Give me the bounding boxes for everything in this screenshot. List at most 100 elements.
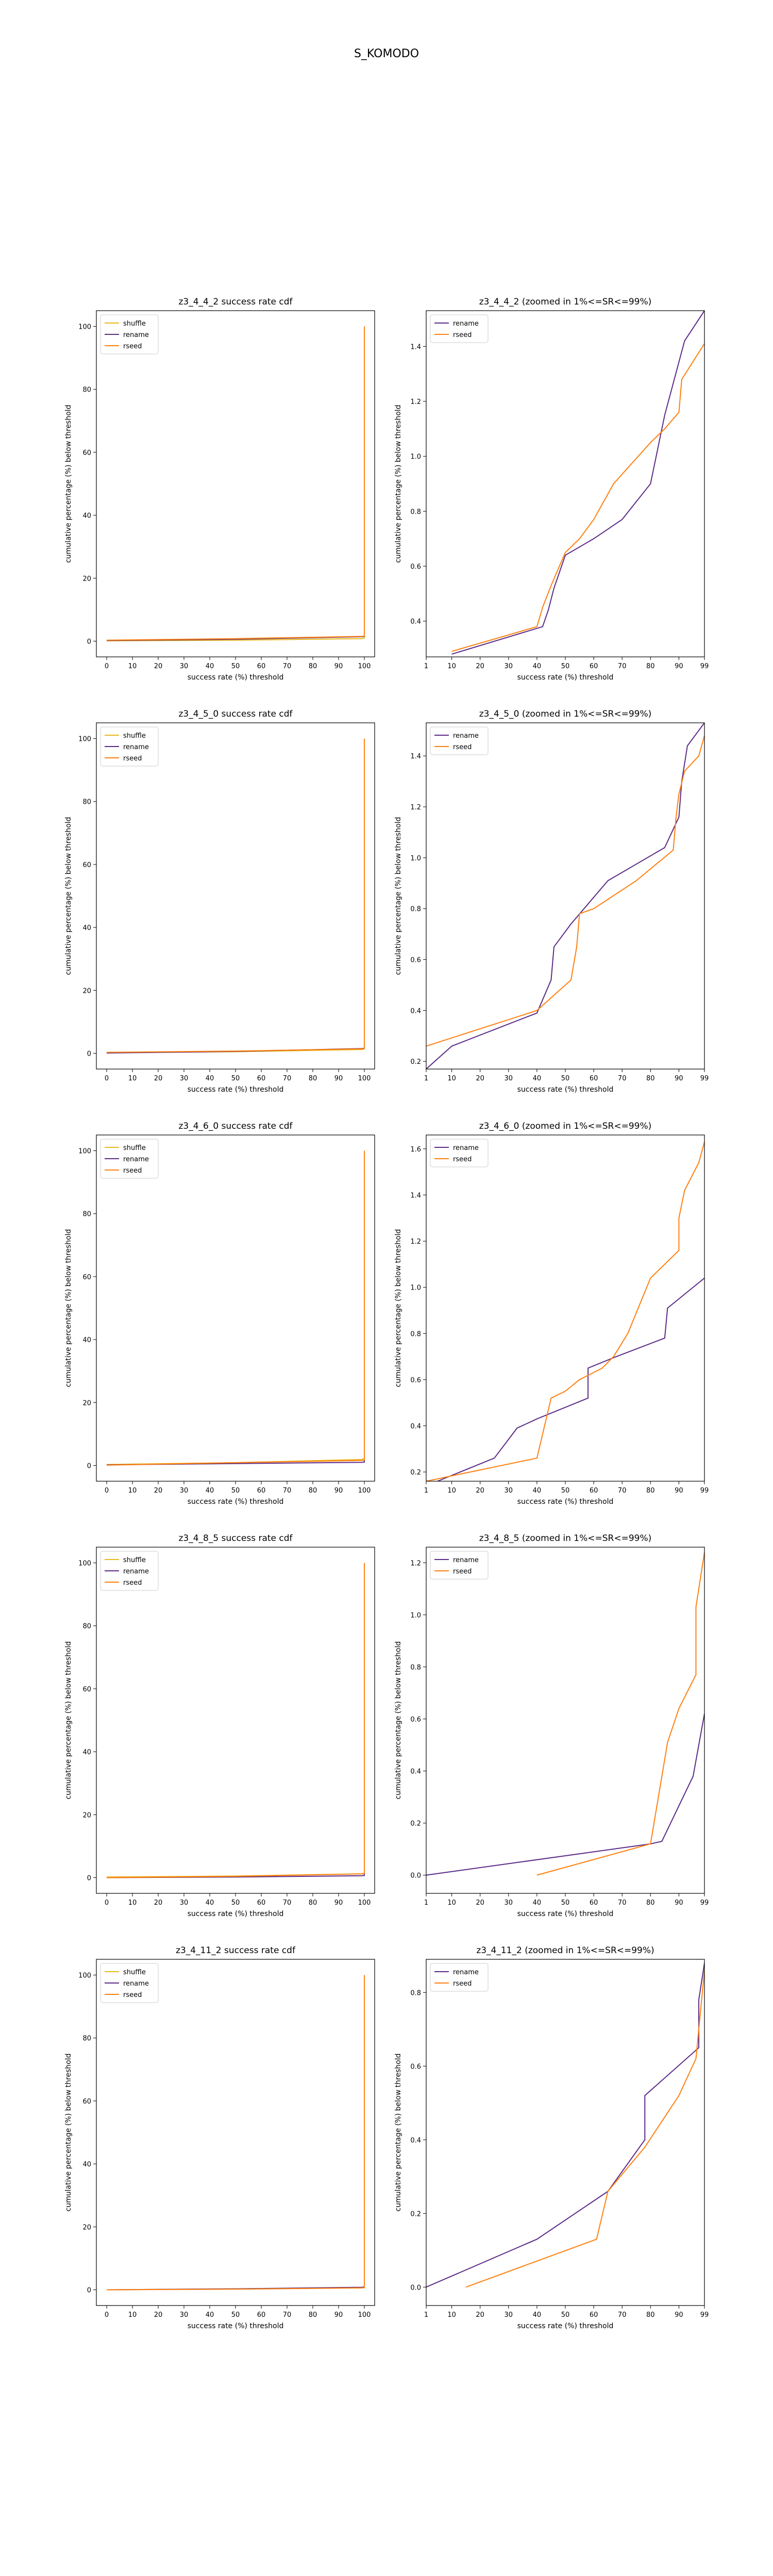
y-tick-label: 0.6 <box>410 2063 421 2071</box>
y-tick-label: 60 <box>82 1274 91 1281</box>
x-tick-label: 80 <box>646 1075 655 1082</box>
chart-title: z3_4_8_5 (zoomed in 1%<=SR<=99%) <box>479 1533 652 1544</box>
y-axis-label: cumulative percentage (%) below threshol… <box>394 2054 402 2212</box>
plot-frame <box>426 1547 705 1894</box>
x-tick-label: 70 <box>618 1075 627 1082</box>
chart-title: z3_4_5_0 success rate cdf <box>178 709 293 719</box>
x-tick-label: 80 <box>309 1899 317 1907</box>
x-axis-label: success rate (%) threshold <box>517 1910 614 1918</box>
x-tick-label: 60 <box>257 1899 266 1907</box>
y-tick-label: 0.8 <box>410 1989 421 1997</box>
series-line-rename <box>106 1563 365 1878</box>
plot-frame <box>96 1547 375 1894</box>
y-axis-label: cumulative percentage (%) below threshol… <box>394 1229 402 1387</box>
x-tick-label: 40 <box>206 1487 214 1495</box>
y-tick-label: 1.2 <box>410 1560 421 1567</box>
legend-label-rseed: rseed <box>453 1156 472 1163</box>
y-tick-label: 60 <box>82 861 91 869</box>
y-tick-label: 1.6 <box>410 1146 421 1154</box>
x-tick-label: 60 <box>257 1487 266 1495</box>
series-line-shuffle <box>106 738 365 1054</box>
x-tick-label: 50 <box>561 1075 570 1082</box>
x-tick-label: 90 <box>334 2311 343 2319</box>
y-tick-label: 80 <box>82 386 91 394</box>
x-tick-label: 0 <box>105 663 109 670</box>
plot-frame <box>426 310 705 657</box>
x-tick-label: 50 <box>231 2311 240 2319</box>
series-group <box>106 738 365 1054</box>
plot-frame <box>96 310 375 657</box>
y-tick-label: 0.2 <box>410 2210 421 2218</box>
x-tick-label: 10 <box>447 1899 456 1907</box>
x-tick-label: 20 <box>154 663 163 670</box>
x-tick-label: 10 <box>128 1899 137 1907</box>
x-tick-label: 40 <box>206 2311 214 2319</box>
plot-frame <box>426 1959 705 2306</box>
y-tick-label: 1.0 <box>410 453 421 461</box>
y-axis-label: cumulative percentage (%) below threshol… <box>394 817 402 975</box>
series-line-rename <box>106 1975 365 2291</box>
legend-box <box>100 314 159 354</box>
legend-label-rename: rename <box>453 320 479 328</box>
series-group <box>106 1975 365 2291</box>
y-axis-label: cumulative percentage (%) below threshol… <box>64 2054 73 2212</box>
x-tick-label: 10 <box>128 2311 137 2319</box>
series-group <box>106 326 365 641</box>
legend-label-rseed: rseed <box>123 1167 142 1175</box>
chart-title: z3_4_4_2 success rate cdf <box>178 297 293 307</box>
legend-label-rename: rename <box>453 1144 479 1152</box>
x-tick-label: 30 <box>180 1075 189 1082</box>
x-tick-label: 30 <box>180 1899 189 1907</box>
chart-panel-9: z3_4_11_2 success rate cdf 0 10 20 30 40 50 60 7… <box>64 1945 375 2330</box>
x-tick-label: 60 <box>590 1487 598 1495</box>
x-tick-label: 60 <box>590 2311 598 2319</box>
x-axis-label: success rate (%) threshold <box>188 1910 284 1918</box>
series-line-rename <box>426 1962 704 2288</box>
x-tick-label: 80 <box>309 1075 317 1082</box>
series-line-rename <box>426 723 704 1069</box>
y-tick-label: 20 <box>82 987 91 995</box>
x-tick-label: 10 <box>128 1075 137 1082</box>
x-tick-label: 50 <box>231 1075 240 1082</box>
x-tick-label: 30 <box>180 663 189 670</box>
x-tick-label: 100 <box>358 2311 371 2319</box>
chart-panel-10: z3_4_11_2 (zoomed in 1%<=SR<=99%) 1 10 20 30… <box>394 1945 709 2330</box>
x-tick-label: 100 <box>358 1075 371 1082</box>
x-tick-label: 20 <box>476 1899 484 1907</box>
x-tick-label: 80 <box>309 2311 317 2319</box>
x-tick-label: 100 <box>358 1487 371 1495</box>
x-tick-label: 70 <box>618 1487 627 1495</box>
y-tick-label: 0.4 <box>410 618 421 626</box>
x-tick-label: 30 <box>180 1487 189 1495</box>
plot-frame <box>96 1959 375 2306</box>
chart-title: z3_4_11_2 success rate cdf <box>176 1945 296 1956</box>
x-tick-label: 0 <box>105 1899 109 1907</box>
series-line-rseed <box>465 1970 704 2288</box>
x-axis-label: success rate (%) threshold <box>188 1498 284 1506</box>
x-tick-label: 20 <box>154 1487 163 1495</box>
x-tick-label: 1 <box>424 1899 428 1907</box>
chart-panel-1: z3_4_4_2 success rate cdf 0 10 20 30 40 50 60 70… <box>64 297 375 682</box>
x-tick-label: 99 <box>700 1075 709 1082</box>
legend-box <box>430 314 489 343</box>
x-tick-label: 40 <box>533 663 542 670</box>
x-tick-label: 40 <box>206 1899 214 1907</box>
series-line-rseed <box>106 1563 365 1878</box>
chart-title: z3_4_6_0 success rate cdf <box>178 1121 293 1131</box>
legend-box <box>430 1139 489 1167</box>
y-tick-label: 0.4 <box>410 1007 421 1015</box>
x-tick-label: 50 <box>561 1487 570 1495</box>
x-tick-label: 40 <box>533 1899 542 1907</box>
x-tick-label: 30 <box>505 1899 513 1907</box>
x-tick-label: 40 <box>533 1075 542 1082</box>
y-tick-label: 1.2 <box>410 804 421 811</box>
x-tick-label: 50 <box>231 663 240 670</box>
x-tick-label: 50 <box>561 2311 570 2319</box>
y-tick-label: 100 <box>78 324 91 331</box>
legend-label-rename: rename <box>453 732 479 740</box>
x-tick-label: 60 <box>257 1075 266 1082</box>
y-tick-label: 1.0 <box>410 1612 421 1619</box>
y-axis-label: cumulative percentage (%) below threshol… <box>64 405 73 563</box>
legend-box <box>100 726 159 767</box>
x-tick-label: 50 <box>231 1487 240 1495</box>
